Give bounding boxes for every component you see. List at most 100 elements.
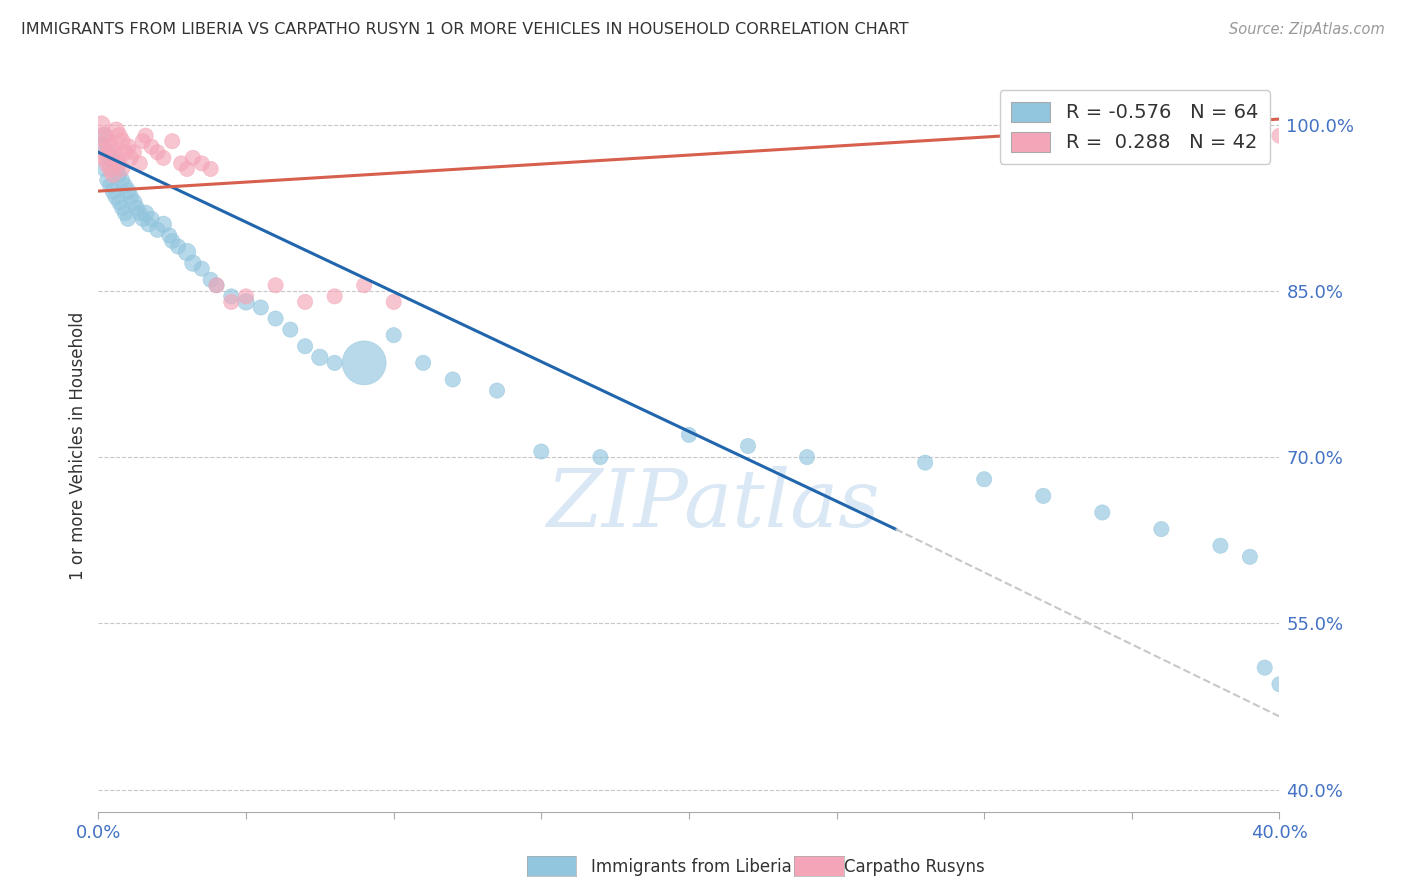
Point <box>103 145 125 160</box>
Point <box>157 228 180 243</box>
Point <box>1032 489 1054 503</box>
Point <box>264 278 287 293</box>
Point <box>353 278 375 293</box>
Point <box>152 151 174 165</box>
Text: Source: ZipAtlas.com: Source: ZipAtlas.com <box>1229 22 1385 37</box>
Point <box>170 156 193 170</box>
Point <box>1268 677 1291 691</box>
Point <box>93 151 115 165</box>
Point <box>219 289 242 303</box>
Point <box>103 156 125 170</box>
Point <box>167 239 190 253</box>
Point <box>200 273 222 287</box>
Point <box>128 206 150 220</box>
Legend: R = -0.576   N = 64, R =  0.288   N = 42: R = -0.576 N = 64, R = 0.288 N = 42 <box>1000 90 1270 164</box>
Point <box>1091 506 1114 520</box>
Point <box>176 245 198 260</box>
Point <box>111 201 134 215</box>
Point <box>132 134 155 148</box>
Point <box>93 128 115 143</box>
Point <box>128 156 150 170</box>
Point <box>382 294 405 309</box>
Point <box>530 444 553 458</box>
Point <box>353 356 375 370</box>
Point <box>441 372 464 386</box>
Point <box>589 450 612 464</box>
Point <box>219 294 242 309</box>
Point <box>181 151 204 165</box>
Point <box>1150 522 1173 536</box>
Point <box>1239 549 1261 564</box>
Point <box>486 384 509 398</box>
Point <box>105 161 128 176</box>
Point <box>120 189 142 203</box>
Point <box>98 178 121 193</box>
Point <box>108 156 131 170</box>
Text: Immigrants from Liberia: Immigrants from Liberia <box>591 858 792 876</box>
Point <box>135 128 157 143</box>
Point <box>146 145 169 160</box>
Point <box>205 278 228 293</box>
Point <box>111 161 134 176</box>
Point <box>105 189 128 203</box>
Point <box>294 294 316 309</box>
Point <box>323 356 346 370</box>
Point <box>162 134 183 148</box>
Point <box>235 289 257 303</box>
Point <box>111 134 134 148</box>
Point <box>117 211 139 226</box>
Point <box>141 140 163 154</box>
Point <box>132 211 155 226</box>
Point <box>412 356 434 370</box>
Point <box>90 145 112 160</box>
Text: ZIPatlas: ZIPatlas <box>546 466 879 543</box>
Y-axis label: 1 or more Vehicles in Household: 1 or more Vehicles in Household <box>69 312 87 580</box>
Point <box>309 351 332 365</box>
Point <box>200 161 222 176</box>
Point <box>141 211 163 226</box>
Point <box>120 151 142 165</box>
Point <box>382 328 405 343</box>
Point <box>191 156 214 170</box>
Point <box>914 456 936 470</box>
Point <box>117 184 139 198</box>
Text: IMMIGRANTS FROM LIBERIA VS CARPATHO RUSYN 1 OR MORE VEHICLES IN HOUSEHOLD CORREL: IMMIGRANTS FROM LIBERIA VS CARPATHO RUSY… <box>21 22 908 37</box>
Point <box>105 151 128 165</box>
Point <box>96 134 118 148</box>
Point <box>98 151 121 165</box>
Point <box>114 206 136 220</box>
Point <box>96 173 118 187</box>
Point <box>796 450 818 464</box>
Point <box>191 261 214 276</box>
Point <box>162 234 183 248</box>
Point <box>108 195 131 210</box>
Point <box>122 145 145 160</box>
Point <box>93 161 115 176</box>
Point <box>737 439 759 453</box>
Point <box>278 323 302 337</box>
Point <box>235 294 257 309</box>
Point <box>93 128 115 143</box>
Point <box>117 140 139 154</box>
Point <box>103 168 125 182</box>
Point <box>135 206 157 220</box>
Point <box>1209 112 1232 126</box>
Point <box>96 156 118 170</box>
Point <box>678 428 700 442</box>
Point <box>294 339 316 353</box>
Point <box>1254 660 1277 674</box>
Point <box>1268 128 1291 143</box>
Point <box>138 218 160 232</box>
Point <box>181 256 204 270</box>
Point <box>105 123 128 137</box>
Point <box>205 278 228 293</box>
Point <box>98 161 121 176</box>
Point <box>108 168 131 182</box>
Point <box>323 289 346 303</box>
Point <box>103 184 125 198</box>
Point <box>98 140 121 154</box>
Point <box>90 118 112 132</box>
Point <box>122 195 145 210</box>
Point <box>152 218 174 232</box>
Point <box>114 145 136 160</box>
